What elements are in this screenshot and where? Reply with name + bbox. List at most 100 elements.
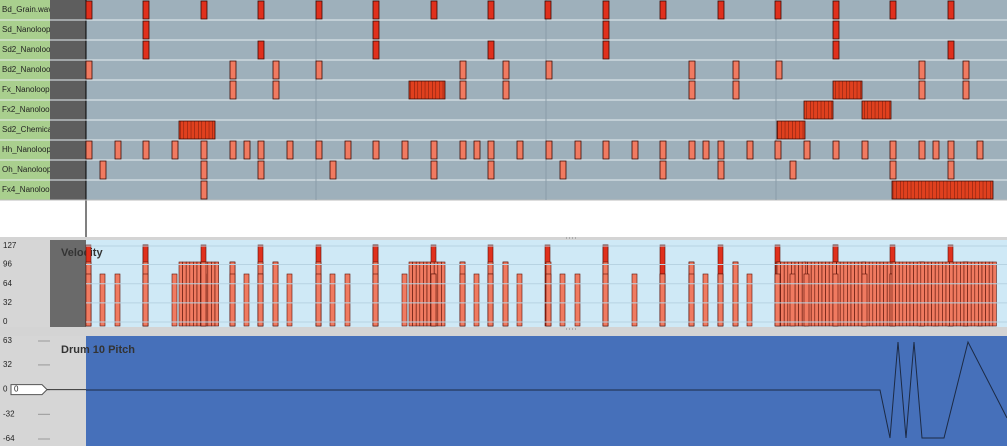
note xyxy=(430,160,438,180)
note xyxy=(142,0,150,20)
velocity-bar xyxy=(839,261,845,327)
velocity-bar xyxy=(85,273,92,327)
velocity-bar xyxy=(843,261,848,327)
velocity-bar xyxy=(211,261,216,327)
velocity-label: Velocity xyxy=(61,247,103,259)
velocity-bar xyxy=(415,261,421,327)
track-name: Bd2_Nanoloop xyxy=(2,65,55,74)
note xyxy=(229,140,237,160)
velocity-bar xyxy=(803,273,810,327)
velocity-bar xyxy=(949,261,954,327)
note xyxy=(315,140,323,160)
note xyxy=(200,0,208,20)
note xyxy=(401,140,409,160)
note xyxy=(659,0,667,20)
track-name: Fx2_Nanoloop xyxy=(2,105,55,114)
note xyxy=(502,80,510,100)
splitter[interactable] xyxy=(0,237,1007,240)
velocity-bar xyxy=(372,273,379,327)
note xyxy=(200,160,208,180)
velocity-tick-label: 32 xyxy=(3,298,12,307)
pitch-input-value: 0 xyxy=(14,385,19,394)
pitch-tick-label: -64 xyxy=(3,434,15,443)
note xyxy=(688,60,696,80)
velocity-bar xyxy=(992,261,997,327)
velocity-bar xyxy=(437,261,442,327)
note xyxy=(142,140,150,160)
note-block xyxy=(776,120,806,140)
track-name: Bd_Grain.wav xyxy=(2,5,52,14)
velocity-bar xyxy=(257,273,264,327)
velocity-bar xyxy=(906,261,911,327)
note xyxy=(947,40,955,60)
velocity-bar xyxy=(913,261,918,327)
note xyxy=(962,60,970,80)
velocity-bar xyxy=(898,261,904,327)
velocity-bar xyxy=(927,261,932,327)
pitch-input-box[interactable] xyxy=(10,384,48,396)
velocity-bar xyxy=(821,261,826,327)
note xyxy=(229,80,237,100)
velocity-bar xyxy=(243,273,250,327)
note xyxy=(272,80,280,100)
note xyxy=(962,80,970,100)
velocity-bar xyxy=(920,261,925,327)
velocity-bar xyxy=(631,273,638,327)
note xyxy=(832,40,840,60)
velocity-tick-label: 127 xyxy=(3,241,17,250)
velocity-bar xyxy=(178,261,183,327)
note xyxy=(774,140,782,160)
track-name: Oh_Nanoloop1 xyxy=(2,165,56,174)
velocity-bar xyxy=(780,261,785,327)
velocity-bar xyxy=(828,261,834,327)
note xyxy=(200,180,208,200)
velocity-bar xyxy=(408,261,413,327)
pitch-tick-label: 63 xyxy=(3,336,12,345)
velocity-bar xyxy=(171,273,178,327)
velocity-bar xyxy=(412,261,417,327)
track-name: Sd2_Chemical xyxy=(2,125,54,134)
note xyxy=(832,140,840,160)
velocity-bar xyxy=(659,273,666,327)
velocity-bar xyxy=(924,261,929,327)
note xyxy=(602,0,610,20)
note xyxy=(659,140,667,160)
note xyxy=(832,20,840,40)
note xyxy=(602,40,610,60)
note xyxy=(861,140,869,160)
velocity-bar xyxy=(272,261,279,327)
velocity-bar xyxy=(810,261,816,327)
velocity-bar xyxy=(876,261,881,327)
note xyxy=(459,140,467,160)
note xyxy=(85,140,93,160)
track-name: Sd2_Nanoloop xyxy=(2,45,55,54)
velocity-bar xyxy=(847,261,852,327)
splitter[interactable] xyxy=(0,327,1007,336)
velocity-bar xyxy=(974,261,979,327)
velocity-bar xyxy=(200,261,207,327)
note xyxy=(85,0,93,20)
velocity-bar xyxy=(883,261,888,327)
velocity-bar xyxy=(196,261,201,327)
track-name: Sd_Nanoloop1 xyxy=(2,25,55,34)
velocity-bar xyxy=(938,261,943,327)
note-block xyxy=(891,180,994,200)
velocity-bar xyxy=(942,261,947,327)
pitch-tick-label: 32 xyxy=(3,360,12,369)
velocity-bar xyxy=(602,273,609,327)
velocity-bar xyxy=(988,261,994,327)
note xyxy=(889,140,897,160)
note xyxy=(171,140,179,160)
note xyxy=(315,60,323,80)
note xyxy=(243,140,251,160)
note xyxy=(717,140,725,160)
note xyxy=(918,60,926,80)
note xyxy=(746,140,754,160)
velocity-bar xyxy=(891,261,896,327)
velocity-bar xyxy=(872,261,877,327)
velocity-bar xyxy=(854,261,859,327)
velocity-bar xyxy=(825,261,830,327)
note xyxy=(99,160,107,180)
note xyxy=(732,60,740,80)
note xyxy=(372,40,380,60)
